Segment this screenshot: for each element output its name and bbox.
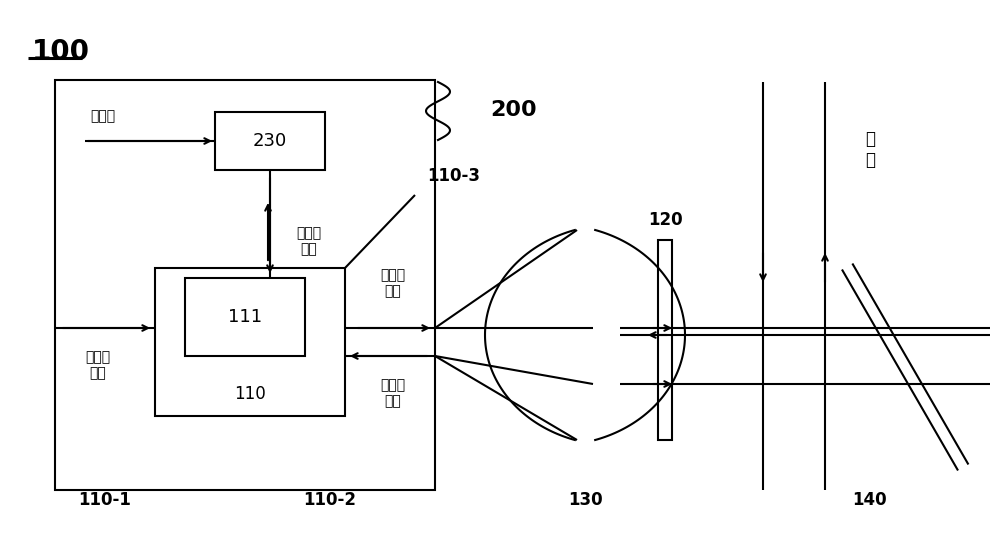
Bar <box>658 240 672 440</box>
Text: 本振光: 本振光 <box>90 109 115 123</box>
Text: 110-3: 110-3 <box>427 167 480 185</box>
Bar <box>215 112 325 170</box>
Text: 111: 111 <box>228 308 262 326</box>
Text: 回
波: 回 波 <box>865 130 875 169</box>
Text: 第一偏
振光: 第一偏 振光 <box>380 268 405 298</box>
Text: 140: 140 <box>853 491 887 509</box>
Bar <box>155 268 345 416</box>
Text: 第二偏
振光: 第二偏 振光 <box>380 378 405 408</box>
Text: 110-2: 110-2 <box>304 491 356 509</box>
Text: 110-1: 110-1 <box>79 491 131 509</box>
Text: 230: 230 <box>253 132 287 150</box>
Text: 130: 130 <box>568 491 602 509</box>
Text: 100: 100 <box>32 38 90 66</box>
Text: 200: 200 <box>490 100 537 120</box>
Bar <box>185 278 305 356</box>
Text: 120: 120 <box>648 211 682 229</box>
Text: 第三偏
振光: 第三偏 振光 <box>296 226 321 256</box>
Bar <box>55 80 435 490</box>
Text: 110: 110 <box>234 385 266 403</box>
Text: 第一偏
振光: 第一偏 振光 <box>85 350 110 380</box>
